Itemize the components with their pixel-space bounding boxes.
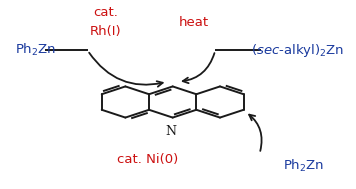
Text: Ph$_2$Zn: Ph$_2$Zn — [15, 42, 56, 58]
Text: Ph$_2$Zn: Ph$_2$Zn — [283, 158, 324, 174]
Text: cat. Ni(0): cat. Ni(0) — [117, 153, 178, 166]
Text: N: N — [166, 125, 177, 138]
Text: cat.: cat. — [93, 6, 118, 19]
Text: ($\it{sec}$-alkyl)$_2$Zn: ($\it{sec}$-alkyl)$_2$Zn — [251, 42, 345, 59]
Text: heat: heat — [179, 16, 209, 29]
Text: Rh(I): Rh(I) — [89, 25, 121, 38]
